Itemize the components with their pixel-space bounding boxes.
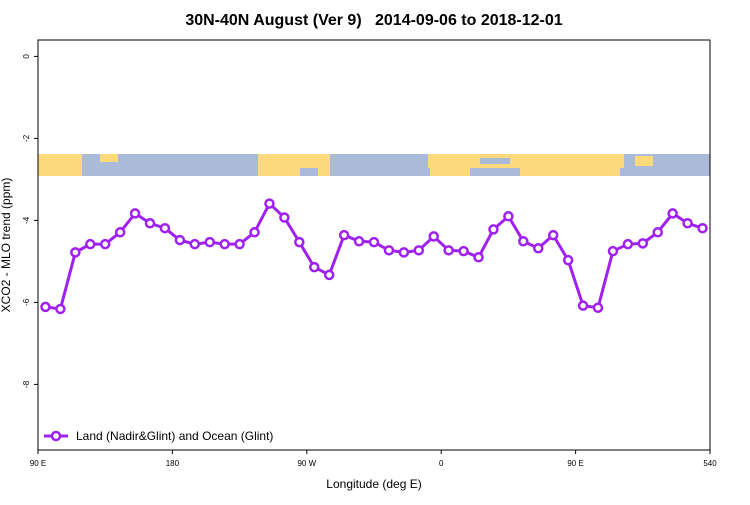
data-point: [234, 238, 245, 250]
data-point: [547, 229, 559, 241]
chart-title: 30N-40N August (Ver 9) 2014-09-06 to 201…: [185, 12, 562, 29]
data-point: [458, 245, 469, 257]
data-point: [413, 245, 425, 256]
x-tick-label: 90 E: [30, 459, 46, 468]
data-point: [682, 218, 693, 229]
map-strip: [38, 154, 710, 176]
data-point: [503, 211, 514, 222]
data-point: [652, 227, 663, 238]
x-axis-title: Longitude (deg E): [326, 477, 421, 491]
data-point: [99, 238, 111, 250]
data-point: [70, 247, 81, 258]
data-point: [607, 245, 619, 257]
data-point: [249, 227, 260, 238]
legend-marker: [50, 430, 62, 442]
x-tick-label: 180: [166, 459, 180, 468]
data-point: [697, 222, 708, 234]
data-point: [518, 236, 529, 247]
y-tick-label: -6: [22, 298, 31, 306]
data-point: [368, 236, 380, 248]
data-point: [204, 236, 215, 248]
data-point: [40, 301, 51, 313]
data-point: [533, 243, 544, 254]
data-point: [159, 222, 171, 234]
data-point: [622, 238, 634, 250]
x-tick-label: 90 W: [297, 459, 316, 468]
data-point: [592, 302, 604, 313]
y-tick-label: 0: [22, 54, 31, 59]
data-point: [264, 198, 275, 209]
data-point: [219, 238, 230, 250]
y-axis-title: XCO2 - MLO trend (ppm): [0, 178, 13, 313]
data-point: [279, 212, 290, 223]
x-tick-label: 90 E: [567, 459, 583, 468]
x-tick-label: 0: [439, 459, 444, 468]
data-point: [85, 238, 96, 250]
data-point: [338, 229, 350, 241]
data-point: [174, 234, 186, 246]
data-point: [55, 303, 66, 315]
data-point: [443, 245, 454, 256]
data-point: [383, 245, 395, 256]
data-point: [309, 261, 320, 273]
data-point: [114, 227, 126, 238]
data-point: [323, 269, 335, 281]
data-point: [667, 208, 678, 219]
y-tick-label: -8: [22, 380, 31, 388]
data-point: [488, 224, 499, 235]
plot-frame: [37, 39, 711, 451]
x-tick-label: 540: [703, 459, 717, 468]
data-point: [129, 208, 141, 219]
data-point: [473, 252, 484, 263]
data-point: [637, 238, 649, 249]
data-point: [428, 231, 439, 242]
data-point: [398, 247, 410, 258]
data-point: [294, 236, 305, 248]
data-point: [189, 238, 201, 250]
legend-label: Land (Nadir&Glint) and Ocean (Glint): [76, 429, 273, 443]
data-point: [144, 218, 156, 229]
data-point: [353, 236, 365, 247]
y-tick-label: -4: [22, 216, 31, 224]
data-point: [562, 254, 574, 266]
y-tick-label: -2: [22, 134, 31, 142]
data-line: [45, 201, 704, 311]
data-point: [577, 300, 589, 311]
